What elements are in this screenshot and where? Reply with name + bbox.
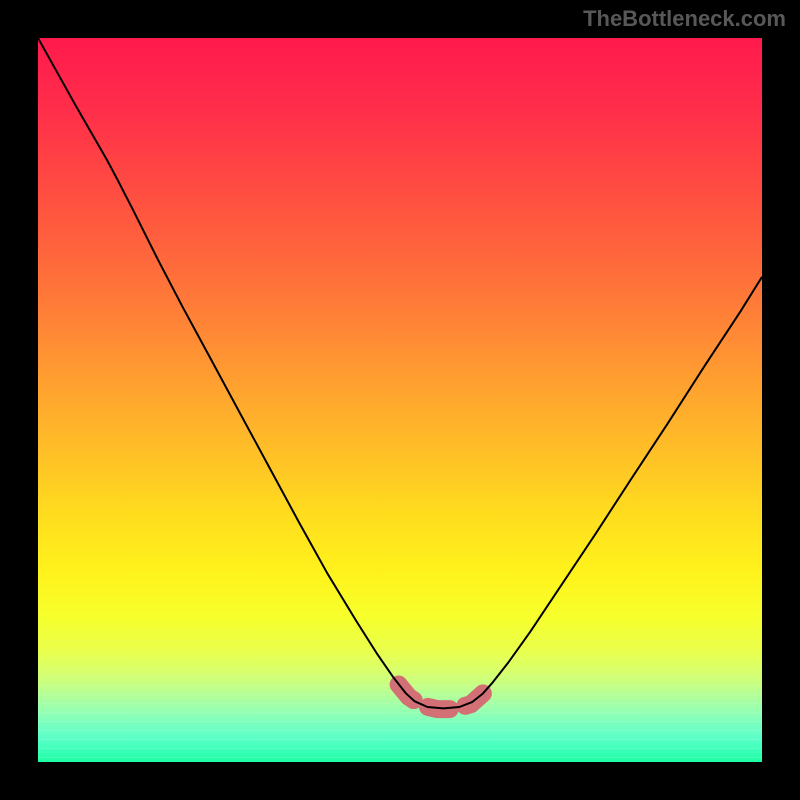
bottleneck-chart: [0, 0, 800, 800]
heat-gradient-background: [38, 38, 762, 762]
watermark-text: TheBottleneck.com: [583, 6, 786, 32]
figure-stage: TheBottleneck.com: [0, 0, 800, 800]
